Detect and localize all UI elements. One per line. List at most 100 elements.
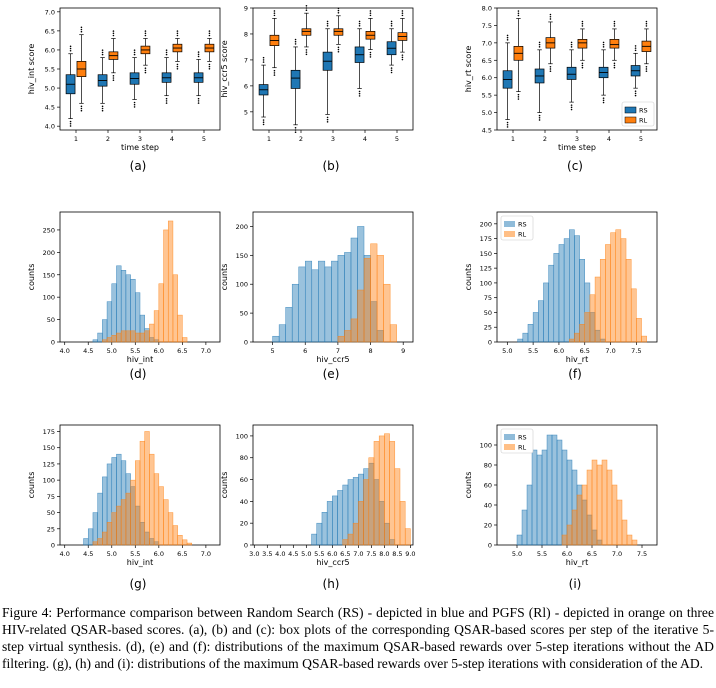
flier xyxy=(570,46,573,48)
hist-bar xyxy=(97,492,103,546)
flier xyxy=(144,32,147,35)
x-tick-label: 8 xyxy=(368,347,372,355)
hist-bar xyxy=(584,312,591,343)
box-body xyxy=(290,69,301,89)
x-axis-label: time step xyxy=(121,143,159,152)
hist-bar xyxy=(111,335,117,343)
y-tick-label: 60 xyxy=(240,476,248,484)
hist-bar xyxy=(610,232,616,343)
hist-bar xyxy=(532,312,539,343)
flier xyxy=(326,118,329,121)
x-tick-label: 2 xyxy=(106,135,110,143)
hist-bar xyxy=(574,332,580,343)
y-tick-label: 80 xyxy=(240,454,248,462)
flier xyxy=(570,108,573,111)
flier xyxy=(358,20,361,23)
flier xyxy=(197,97,200,100)
hist-bar xyxy=(139,440,145,546)
y-tick-label: 0 xyxy=(244,542,248,550)
y-tick-label: 7 xyxy=(244,56,248,64)
x-tick-label: 6 xyxy=(303,347,307,355)
flier xyxy=(506,34,509,37)
x-tick-label: 2 xyxy=(299,135,303,143)
legend-label-rs: RS xyxy=(639,107,648,115)
y-tick-label: 50 xyxy=(47,509,55,517)
flier xyxy=(101,49,104,51)
flier xyxy=(390,67,393,69)
panel-e: 0 50 100 150 200 5 6 7 8 9 hiv_ccr5 counts (e) xyxy=(220,211,414,381)
flier xyxy=(197,55,200,58)
flier xyxy=(570,106,573,109)
x-tick-label: 7.5 xyxy=(631,347,641,355)
x-tick-label: 7.0 xyxy=(353,550,363,558)
y-tick-label: 5.5 xyxy=(45,66,55,74)
legend: RS RL xyxy=(621,101,655,127)
hist-bar xyxy=(576,494,583,546)
hist-bar xyxy=(373,441,380,546)
flier xyxy=(80,105,83,108)
hist-bar xyxy=(344,252,352,343)
y-tick-label: 50 xyxy=(47,316,55,324)
box-rs xyxy=(598,41,609,104)
flier xyxy=(602,43,605,46)
flier xyxy=(197,100,200,102)
y-tick-label: 0 xyxy=(244,339,248,347)
hist-bar xyxy=(83,538,89,546)
x-tick-label: 7.0 xyxy=(605,347,615,355)
hist-bar xyxy=(87,528,94,546)
x-tick-label: 6.0 xyxy=(154,347,164,355)
flier xyxy=(133,106,136,108)
flier xyxy=(133,49,136,51)
flier xyxy=(645,22,648,25)
flier xyxy=(581,66,584,69)
hist-bar xyxy=(574,235,580,343)
flier xyxy=(208,67,211,70)
hist-bar xyxy=(551,434,558,546)
y-axis-label: hiv_int score xyxy=(27,44,36,95)
hist-bar xyxy=(120,499,127,546)
flier xyxy=(634,47,637,49)
box-rl xyxy=(269,10,280,76)
flier xyxy=(645,65,648,68)
hist-bar xyxy=(106,337,113,343)
flier xyxy=(294,38,297,41)
panel-i: 0 20 40 60 80 100 5.0 5.5 6.0 6.5 7.0 7.5 RS RL hiv_rt… xyxy=(464,424,658,591)
flier xyxy=(613,20,616,23)
legend-label-rs: RS xyxy=(518,221,527,229)
x-tick-label: 5.5 xyxy=(314,550,324,558)
x-tick-label: 4.0 xyxy=(60,550,70,558)
x-axis-label: hiv_rt xyxy=(566,355,588,364)
flier xyxy=(538,46,541,48)
hist-bar xyxy=(337,335,345,343)
flier xyxy=(538,41,541,44)
hist-bar xyxy=(116,265,122,343)
flier xyxy=(176,30,179,32)
hist-bar xyxy=(272,335,280,343)
y-tick-label: 0 xyxy=(51,339,55,347)
hist-bar xyxy=(111,283,117,343)
x-tick-label: 4 xyxy=(607,135,611,143)
y-tick-label: 200 xyxy=(43,249,55,257)
flier xyxy=(613,64,616,67)
y-tick-label: 175 xyxy=(480,235,492,243)
hist-bar xyxy=(186,542,193,546)
flier xyxy=(326,116,329,119)
flier xyxy=(101,109,104,112)
box-rl xyxy=(301,4,312,56)
hist-bar xyxy=(631,539,638,546)
hist-bar xyxy=(561,449,568,546)
x-tick-label: 3 xyxy=(331,135,335,143)
y-tick-label: 5.0 xyxy=(482,109,492,117)
hist-bar xyxy=(526,484,533,546)
y-tick-label: 50 xyxy=(484,309,492,317)
hist-bar xyxy=(158,486,164,546)
hist-bar xyxy=(337,490,344,546)
flier xyxy=(112,79,115,82)
hist-bar xyxy=(92,541,98,546)
flier xyxy=(69,125,72,127)
y-tick-label: 0 xyxy=(488,542,492,550)
x-axis-label: hiv_ccr5 xyxy=(316,558,349,567)
flier xyxy=(634,49,637,52)
hist-bar xyxy=(125,330,131,343)
x-tick-label: 7.0 xyxy=(201,347,211,355)
